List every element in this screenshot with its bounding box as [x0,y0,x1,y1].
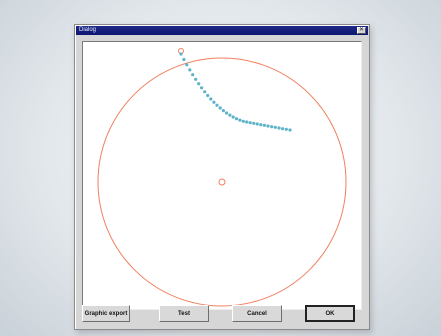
trace-point [225,111,229,115]
window-title: Dialog [79,27,97,33]
trace-point [191,73,195,77]
dialog-window: Dialog ✕ Graphic export Test Cancel OK [74,24,370,330]
trace-point [185,63,189,67]
plot-svg [97,48,347,307]
trace-point [270,125,274,129]
graphic-export-button[interactable]: Graphic export [82,305,130,322]
plot-canvas [82,41,362,310]
trace-point [212,100,216,104]
title-bar[interactable]: Dialog ✕ [76,26,368,35]
trace-point [238,118,242,122]
trace-point [194,77,198,81]
trace-point [245,120,249,124]
cancel-button[interactable]: Cancel [232,305,282,322]
trace-point [266,124,270,128]
trace-point [179,52,183,56]
trace-point [262,123,266,127]
trace-point [273,125,277,129]
trace-point [200,86,204,90]
trace-point [241,119,245,123]
close-icon[interactable]: ✕ [357,27,366,34]
center-marker [218,178,226,186]
trace-point [206,93,210,98]
trace-point [277,126,281,130]
trace-point [203,90,207,94]
trace-point [259,123,263,127]
trace-point [188,68,192,72]
trace-point [215,103,219,107]
trace-point [218,106,222,110]
trace-point [288,128,292,132]
trace-point [281,127,285,131]
trace-point [228,113,232,117]
trace-point [234,117,239,121]
trace-point [284,127,288,131]
trace-point [255,122,259,126]
trace-point [182,57,186,62]
trace-point [248,121,252,125]
trace-point [221,109,225,113]
ok-button[interactable]: OK [305,305,355,322]
test-button[interactable]: Test [159,305,209,322]
boundary-circle [97,57,347,307]
trace-points [179,52,292,132]
trace-point [252,121,256,125]
trace-point [231,115,235,119]
trace-point [197,82,201,86]
trace-point [209,97,213,101]
